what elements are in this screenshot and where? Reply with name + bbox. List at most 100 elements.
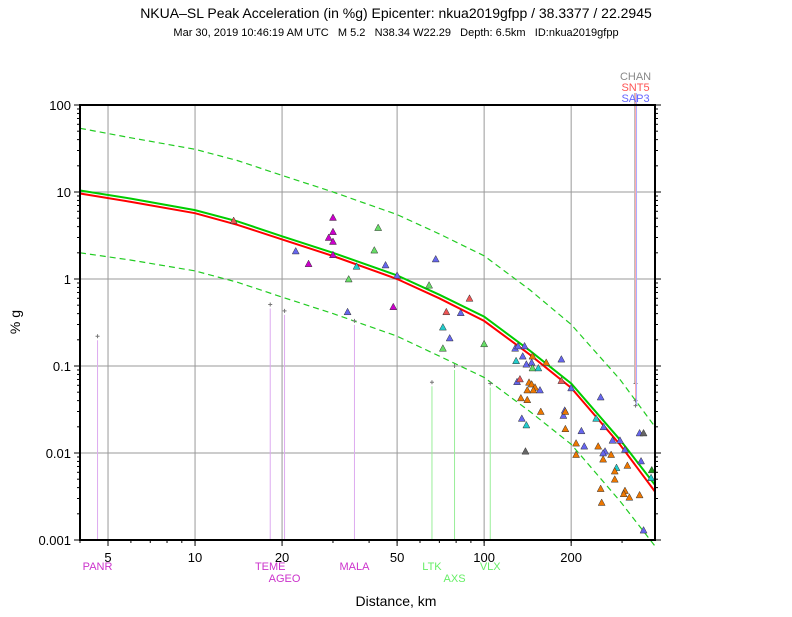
x-tick-label: 10 [188, 550, 202, 565]
data-point-triangle [523, 395, 532, 403]
data-point-triangle [512, 356, 521, 364]
y-axis-label: % g [7, 310, 23, 334]
data-point-triangle [343, 307, 352, 316]
data-points [229, 213, 656, 534]
x-tick-label: 20 [275, 550, 289, 565]
data-point-triangle [572, 439, 580, 447]
data-point-triangle [610, 467, 619, 475]
curves [79, 127, 656, 547]
data-point-triangle [445, 333, 454, 342]
data-point-triangle [329, 213, 337, 221]
data-point-triangle [324, 233, 333, 241]
median-red-curve [79, 192, 656, 493]
data-point-triangle [352, 262, 361, 270]
data-point-triangle [561, 407, 570, 415]
y-tick-label: 0.01 [46, 446, 71, 461]
y-tick-label: 100 [49, 98, 71, 113]
data-point-triangle [637, 456, 645, 465]
data-point-triangle [329, 250, 337, 258]
data-point-triangle [592, 414, 601, 422]
data-point-triangle [304, 259, 313, 267]
data-point-triangle [559, 411, 568, 419]
data-point-triangle [425, 281, 433, 289]
data-point-triangle [596, 392, 605, 401]
data-point-triangle [594, 442, 603, 450]
station-label: VLX [480, 561, 501, 573]
data-point-triangle [596, 484, 605, 492]
x-axis-label: Distance, km [356, 593, 437, 609]
data-point-triangle [517, 414, 526, 422]
station-label: TEME [255, 561, 286, 573]
x-tick-label: 50 [390, 550, 404, 565]
data-point-triangle [572, 450, 580, 458]
station-marker [95, 334, 100, 339]
data-point-triangle [577, 426, 586, 435]
x-tick-label: 200 [560, 550, 582, 565]
chart-title: NKUA–SL Peak Acceleration (in %g) Epicen… [140, 5, 652, 21]
data-point-triangle [623, 461, 632, 469]
data-point-triangle [621, 445, 629, 453]
lower-bound-curve [79, 252, 656, 547]
data-point-triangle [516, 393, 525, 402]
data-point-triangle [291, 246, 300, 255]
data-point-triangle [438, 344, 447, 352]
station-label: LTK [422, 561, 442, 573]
data-point-triangle [442, 307, 451, 316]
data-point-triangle [616, 436, 624, 444]
data-point-triangle [607, 450, 616, 458]
data-point-triangle [521, 447, 530, 455]
y-tick-label: 0.001 [38, 533, 71, 548]
station-label: CHAN [620, 71, 651, 83]
data-point-triangle [523, 385, 532, 394]
station-label: AGEO [269, 573, 301, 585]
data-point-triangle [393, 271, 402, 279]
data-point-triangle [456, 308, 465, 316]
data-point-triangle [431, 254, 440, 263]
data-point-triangle [374, 223, 383, 231]
data-point-triangle [557, 355, 566, 363]
data-point-triangle [639, 428, 648, 437]
median-green-curve [79, 189, 656, 486]
station-marker [633, 403, 638, 408]
x-tick-label: 5 [104, 550, 111, 565]
data-point-triangle [599, 422, 608, 431]
data-point-triangle [522, 420, 531, 429]
data-point-triangle [610, 475, 619, 483]
data-point-triangle [527, 358, 536, 366]
station-marker [488, 381, 493, 386]
data-point-triangle [329, 237, 337, 245]
station-marker [452, 364, 457, 368]
data-point-triangle [518, 352, 527, 360]
station-marker [268, 302, 273, 307]
data-point-triangle [465, 294, 474, 302]
data-point-triangle [542, 358, 551, 366]
data-point-triangle [536, 385, 544, 394]
data-point-triangle [329, 227, 337, 235]
data-point-triangle [514, 341, 522, 350]
data-point-triangle [520, 341, 529, 350]
data-point-triangle [597, 498, 606, 506]
data-point-triangle [389, 302, 398, 310]
data-point-triangle [599, 455, 608, 463]
y-tick-label: 1 [64, 272, 71, 287]
data-point-triangle [381, 260, 390, 269]
chart-subtitle: Mar 30, 2019 10:46:19 AM UTC M 5.2 N38.3… [173, 27, 618, 39]
station-marker [352, 318, 357, 323]
data-point-triangle [608, 436, 617, 444]
data-point-triangle [567, 383, 576, 392]
data-point-triangle [534, 363, 543, 372]
data-point-triangle [625, 493, 634, 501]
data-point-triangle [635, 490, 644, 499]
data-point-triangle [647, 473, 655, 481]
data-point-triangle [639, 526, 648, 534]
data-point-triangle [619, 489, 628, 498]
station-marker [282, 308, 287, 313]
data-point-triangle [229, 216, 238, 224]
data-point-triangle [529, 385, 538, 394]
data-point-triangle [536, 407, 545, 415]
station-label: AXS [444, 573, 466, 585]
data-point-triangle [438, 323, 447, 331]
station-label: PANR [83, 561, 113, 573]
